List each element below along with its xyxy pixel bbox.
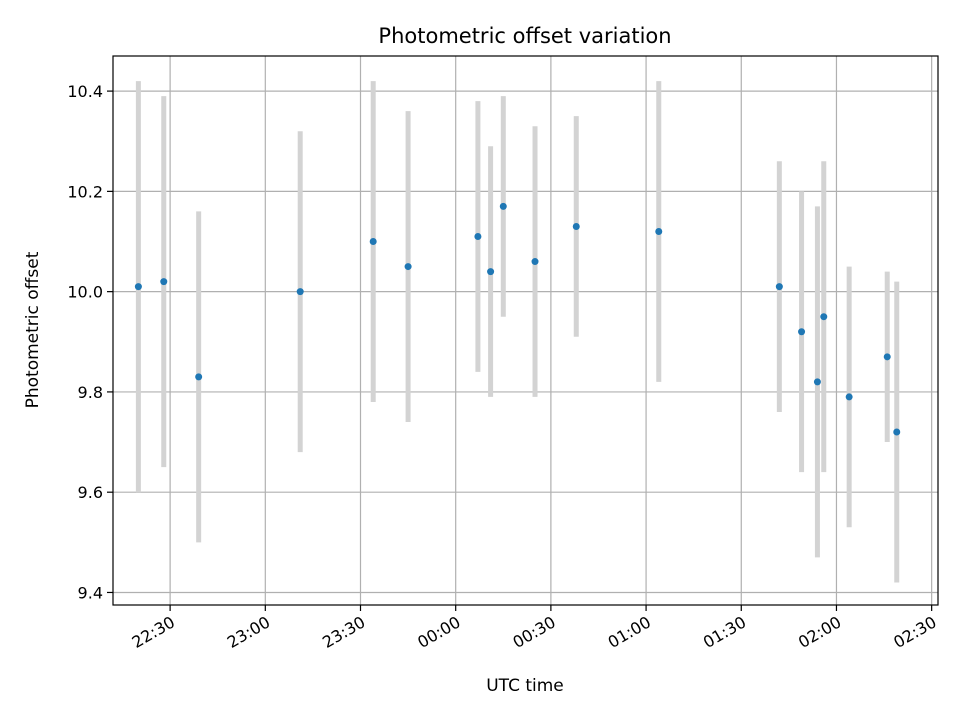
data-point (883, 353, 891, 361)
data-point (798, 328, 806, 336)
data-point (845, 393, 853, 401)
data-point (655, 227, 663, 235)
data-point (369, 238, 377, 246)
y-axis-ticks: 9.4 9.6 9.8 10.0 10.2 10.4 (67, 82, 113, 602)
data-point (296, 288, 304, 296)
y-axis-label: Photometric offset (23, 251, 43, 408)
data-point (531, 258, 539, 266)
plot-frame (112, 55, 939, 606)
data-point (160, 278, 168, 286)
data-point (474, 232, 482, 240)
y-tick-label: 10.0 (67, 283, 103, 302)
data-point (404, 263, 412, 271)
data-point (499, 202, 507, 210)
data-point (134, 283, 142, 291)
y-tick-label: 9.8 (78, 383, 103, 402)
grid (113, 56, 938, 605)
data-point (775, 283, 783, 291)
y-tick-label: 9.6 (78, 483, 103, 502)
y-tick-label: 10.2 (67, 182, 103, 201)
data-point (572, 222, 580, 230)
data-point (820, 313, 828, 321)
chart-title: Photometric offset variation (378, 24, 671, 48)
y-tick-label: 10.4 (67, 82, 103, 101)
data-point (487, 268, 495, 276)
y-tick-label: 9.4 (78, 583, 103, 602)
data-point (893, 428, 901, 436)
data-points (134, 202, 901, 436)
data-point (195, 373, 203, 381)
data-point (813, 378, 821, 386)
x-axis-label: UTC time (486, 676, 564, 696)
